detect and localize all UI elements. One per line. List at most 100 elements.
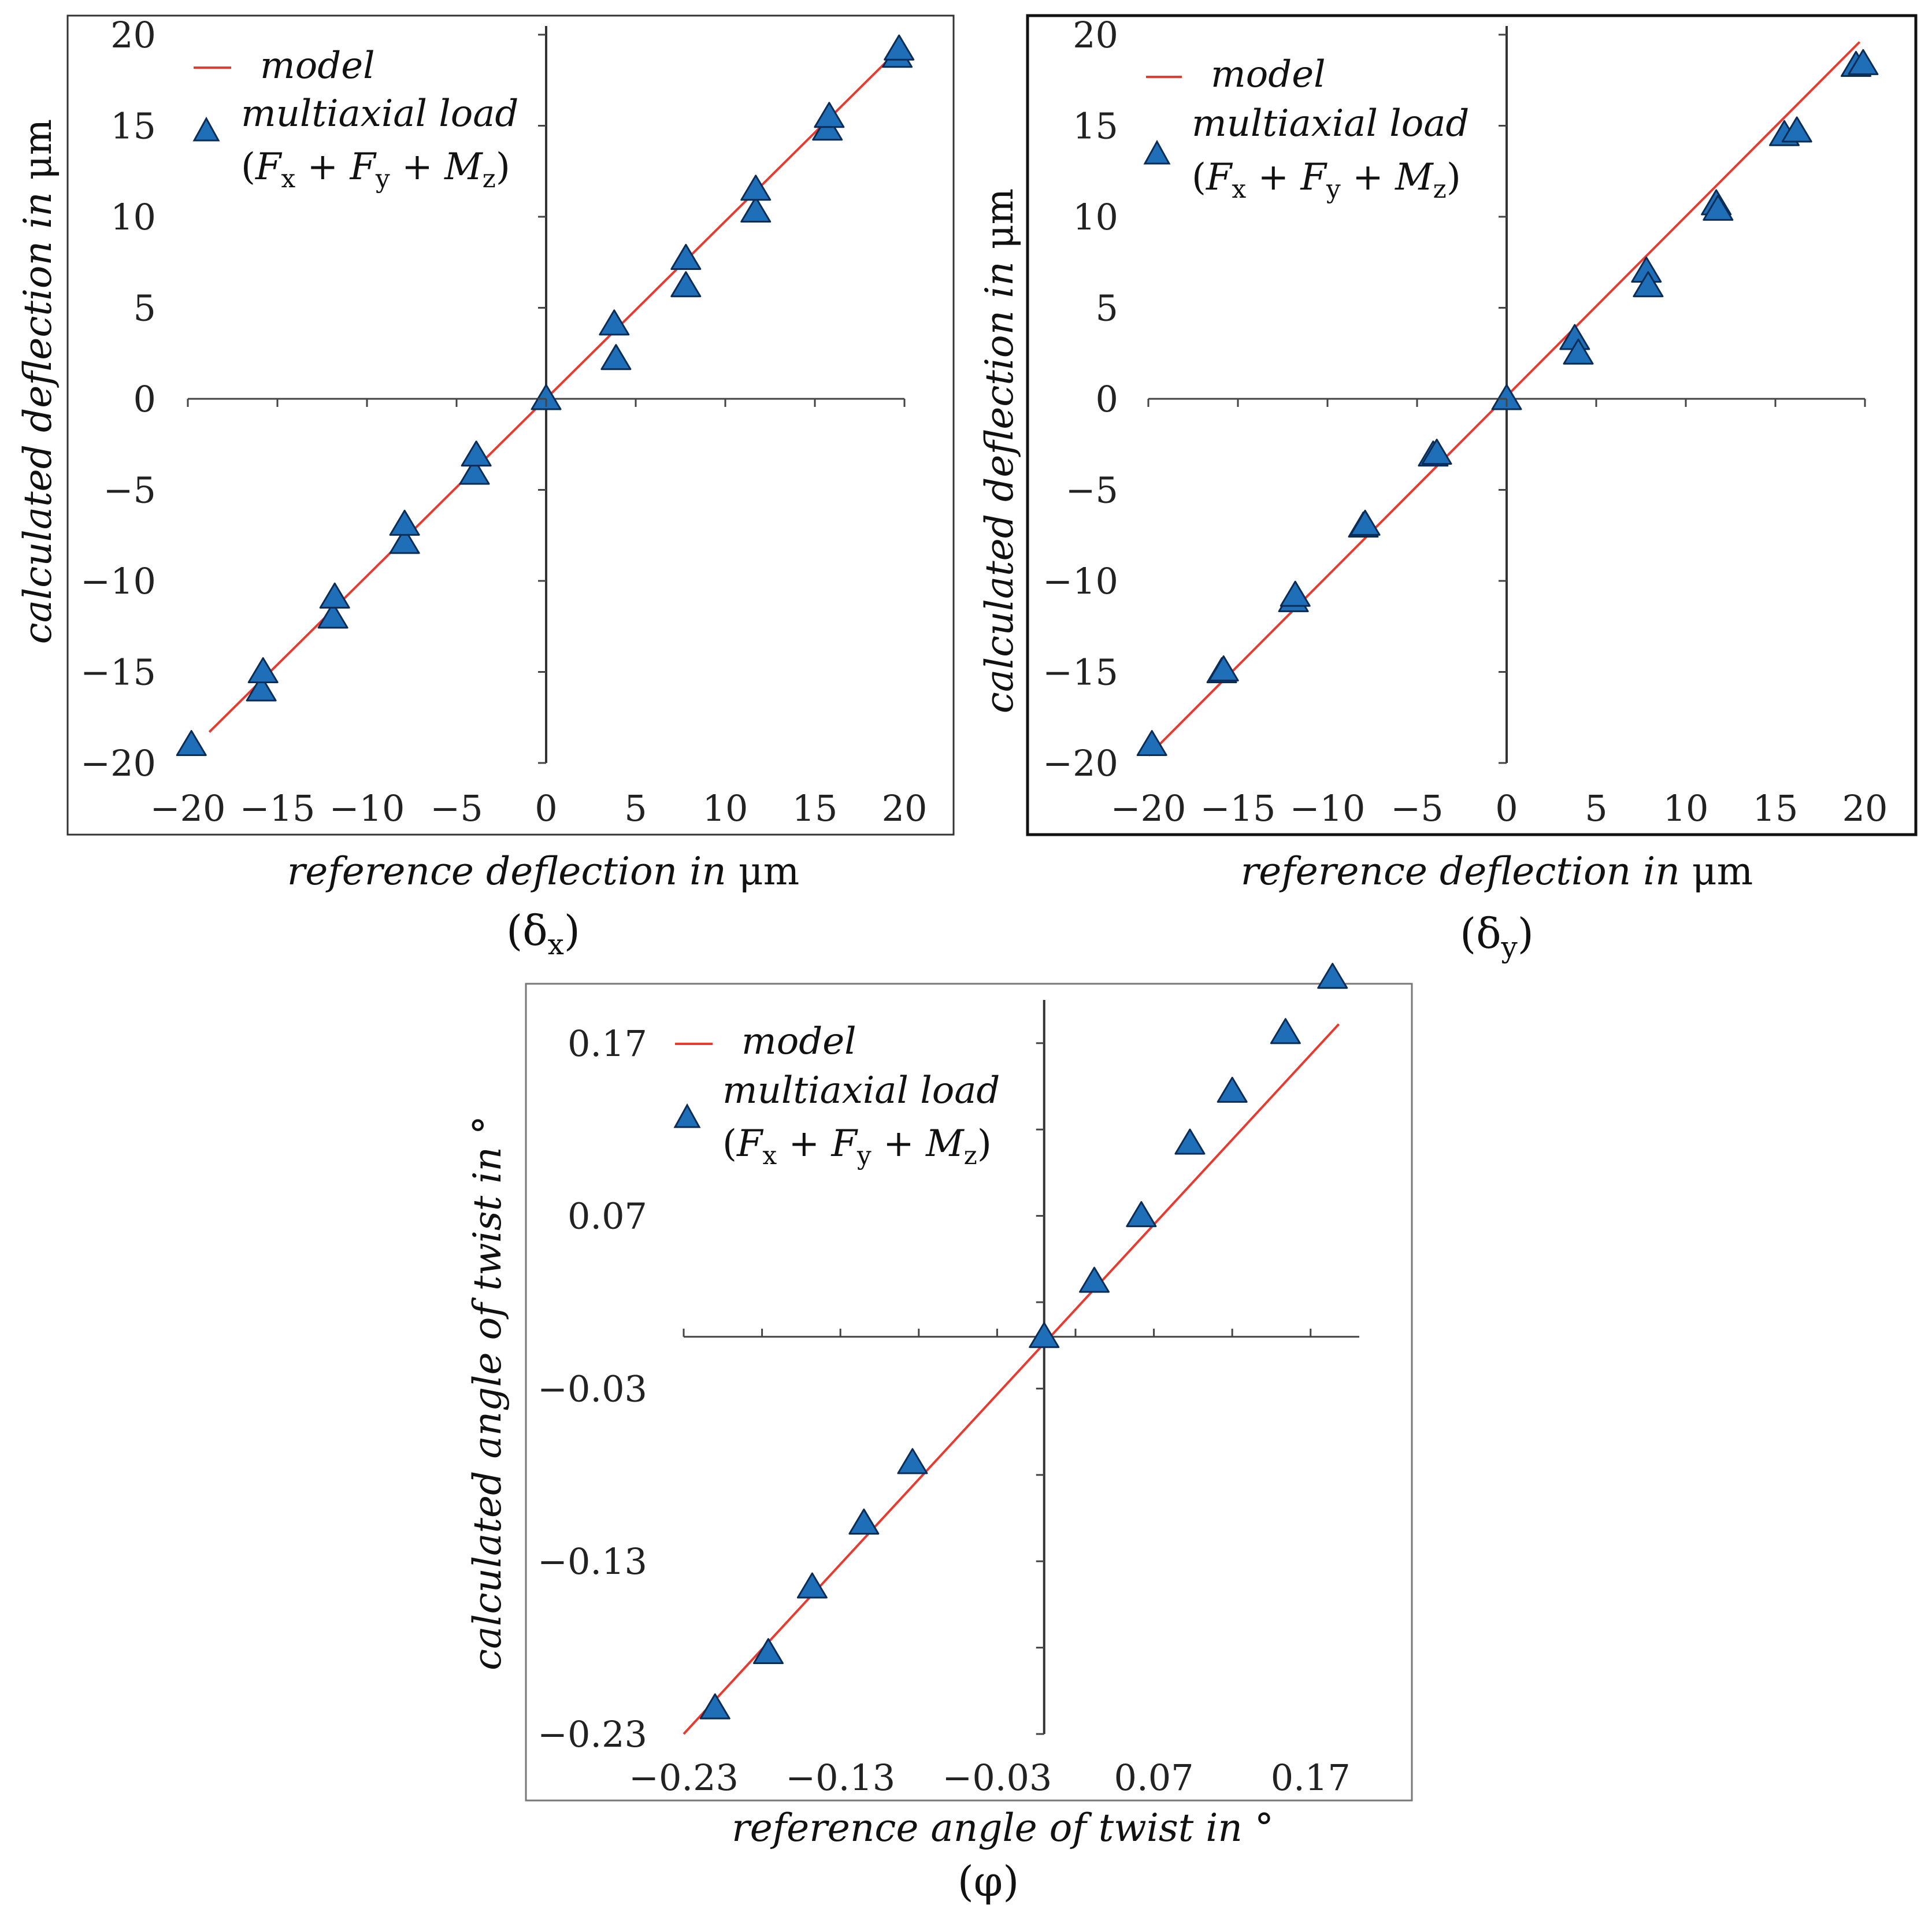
y-tick-label: −5: [1066, 469, 1118, 512]
y-tick-label: 0: [134, 378, 156, 420]
data-point-triangle: [848, 1508, 880, 1535]
data-point-triangle: [176, 730, 207, 756]
data-point-triangle: [796, 1572, 828, 1599]
legend: model multiaxial load (Fx + Fy + Mz): [1143, 53, 1469, 204]
data-point-triangle: [1174, 1128, 1206, 1155]
data-point-triangle: [1317, 962, 1348, 989]
legend-load-formula: (Fx + Fy + Mz): [1192, 156, 1461, 204]
data-point-triangle: [1280, 580, 1311, 607]
data-point-triangle: [531, 384, 562, 410]
legend-load-formula: (Fx + Fy + Mz): [722, 1122, 992, 1170]
legend-model-label: model: [1211, 53, 1326, 96]
x-tick-label: −5: [430, 787, 483, 829]
y-tick-label: −0.03: [537, 1368, 647, 1410]
data-point-triangle: [1270, 1018, 1301, 1044]
panel-frame: [66, 14, 955, 836]
data-point-triangle: [1126, 1201, 1157, 1228]
y-tick-label: −20: [80, 742, 156, 784]
x-tick-label: −5: [1390, 787, 1443, 829]
data-point-triangle: [670, 243, 702, 270]
legend-triangle-icon: [1143, 139, 1171, 165]
x-tick-label: 10: [703, 787, 748, 829]
x-tick-label: −0.03: [942, 1757, 1052, 1799]
x-tick-label: 20: [882, 787, 928, 829]
legend-model-label: model: [741, 1020, 856, 1063]
y-axis-title: calculated angle of twist in °: [465, 1116, 510, 1670]
y-tick-label: 0: [1096, 378, 1118, 420]
data-point-triangle: [389, 528, 420, 554]
panel-frame: [525, 983, 1413, 1802]
data-point-triangle: [1208, 655, 1239, 681]
legend-triangle-icon: [192, 116, 220, 142]
chart-panel-delta-y: −20 −15 −10 −5 0 5 10 15 20 20151050−5−10−15−20 …: [977, 14, 1918, 964]
y-axis-title: calculated deflection in μm: [977, 188, 1022, 713]
data-point-triangle: [600, 344, 632, 370]
y-tick-label: −5: [103, 469, 156, 512]
x-tick-label: −10: [329, 787, 405, 829]
data-point-triangle: [884, 34, 915, 61]
x-tick-label: 0.17: [1271, 1757, 1351, 1799]
x-tick-label: 10: [1663, 787, 1709, 829]
data-point-triangle: [599, 309, 630, 336]
legend-triangle-icon: [673, 1103, 701, 1128]
legend: model multiaxial load (Fx + Fy + Mz): [192, 45, 518, 194]
y-tick-label: 15: [1073, 105, 1118, 147]
y-tick-label: −10: [1043, 560, 1118, 602]
y-tick-label: 20: [1073, 14, 1118, 56]
x-axis-title: reference angle of twist in °: [732, 1806, 1274, 1850]
x-tick-label: 0: [1495, 787, 1518, 829]
data-point-triangle: [1421, 439, 1452, 465]
y-tick-label: 20: [110, 14, 156, 56]
x-tick-label: −15: [240, 787, 316, 829]
y-tick-label: 10: [1073, 196, 1118, 238]
data-point-triangle: [317, 602, 348, 629]
y-tick-label: −0.23: [537, 1713, 647, 1755]
x-tick-label: 5: [624, 787, 647, 829]
x-tick-label: −0.23: [629, 1757, 739, 1799]
x-axis-title: reference deflection in μm: [287, 849, 800, 894]
x-axis-title: reference deflection in μm: [1241, 849, 1753, 894]
panel-caption: (δx): [506, 906, 580, 961]
y-tick-label: −10: [80, 560, 156, 602]
data-point-triangle: [246, 675, 277, 702]
data-point-triangle: [1029, 1322, 1060, 1348]
data-point-triangle: [247, 657, 279, 683]
x-tick-label: 20: [1842, 787, 1888, 829]
model-line: [683, 1023, 1340, 1735]
panel-frame: [1026, 14, 1918, 836]
y-tick-label: −15: [1043, 651, 1118, 694]
x-tick-label: 15: [792, 787, 838, 829]
data-point-triangle: [459, 458, 490, 485]
x-tick-label: −20: [150, 787, 226, 829]
panel-caption: (φ): [958, 1857, 1019, 1906]
y-tick-label: −0.13: [537, 1540, 647, 1583]
data-point-triangle: [1703, 194, 1734, 221]
data-point-triangle: [670, 271, 702, 298]
x-tick-label: −0.13: [785, 1757, 895, 1799]
legend-load-label: multiaxial load: [722, 1069, 1000, 1112]
legend: model multiaxial load (Fx + Fy + Mz): [673, 1020, 1000, 1170]
y-tick-label: 5: [134, 287, 156, 329]
x-tick-label: −15: [1200, 787, 1276, 829]
data-point-triangle: [740, 175, 772, 201]
data-point-triangle: [461, 440, 492, 467]
data-point-triangle: [814, 102, 845, 128]
data-point-triangle: [752, 1638, 784, 1665]
data-point-triangle: [389, 509, 420, 536]
x-tick-label: 0.07: [1114, 1757, 1194, 1799]
legend-load-label: multiaxial load: [241, 92, 518, 135]
y-tick-label: 5: [1096, 287, 1118, 329]
chart-panel-delta-x: −20 −15 −10 −5 0 5 10 15 20 20151050−5−10−15−20 …: [16, 14, 955, 961]
data-point-triangle: [1781, 116, 1812, 143]
data-point-triangle: [319, 582, 350, 609]
data-point-triangle: [1349, 509, 1381, 536]
x-tick-label: 5: [1585, 787, 1607, 829]
x-tick-label: −10: [1290, 787, 1366, 829]
data-point-triangle: [699, 1693, 730, 1720]
data-point-triangle: [1848, 49, 1879, 75]
y-tick-label: −20: [1043, 742, 1118, 784]
y-tick-label: 10: [110, 196, 156, 238]
y-tick-label: 0.17: [568, 1022, 647, 1065]
data-point-triangle: [1633, 271, 1664, 298]
data-point-triangle: [1563, 338, 1594, 365]
